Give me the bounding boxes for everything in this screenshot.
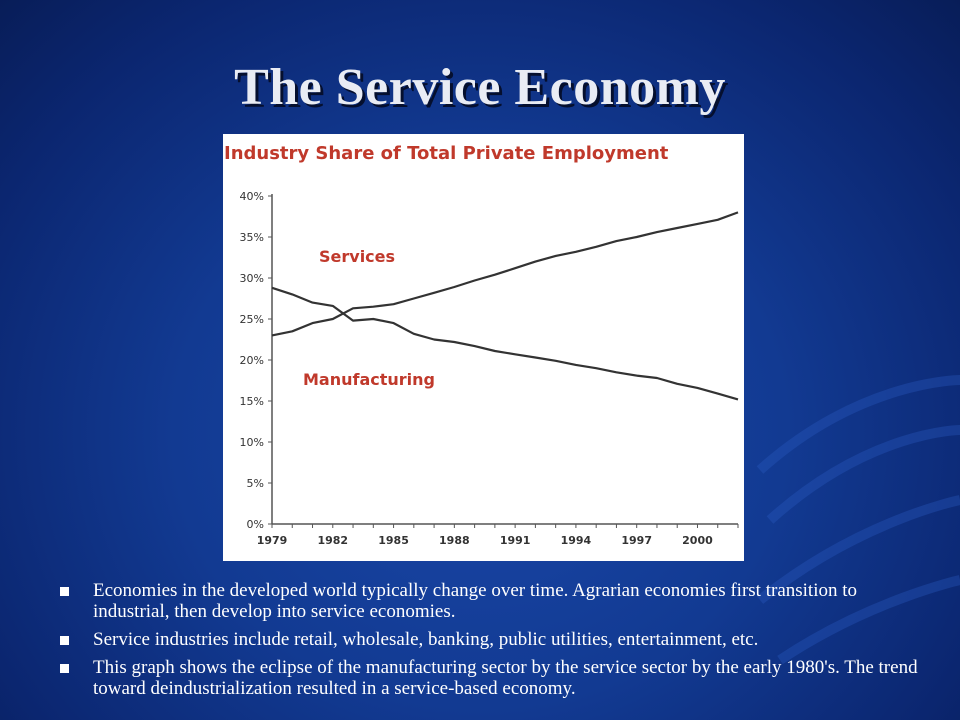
x-tick-label: 1991 [500,534,531,547]
bullet-item: Economies in the developed world typical… [56,580,936,622]
employment-line-chart: Industry Share of Total Private Employme… [224,143,739,547]
series-line-services [271,211,739,337]
y-tick-label: 0% [247,518,264,531]
y-tick-label: 30% [240,272,264,285]
x-tick-label: 1988 [439,534,470,547]
bullet-item: Service industries include retail, whole… [56,629,936,650]
chart-panel: Industry Share of Total Private Employme… [223,134,744,561]
y-tick-label: 15% [240,395,264,408]
series-label-manufacturing: Manufacturing [303,370,435,389]
y-tick-label: 10% [240,436,264,449]
y-tick-label: 5% [247,477,264,490]
square-bullet-icon [60,636,69,645]
y-tick-label: 40% [240,190,264,203]
x-tick-label: 1994 [561,534,592,547]
square-bullet-icon [60,664,69,673]
x-tick-label: 2000 [682,534,713,547]
y-tick-label: 35% [240,231,264,244]
bullet-list: Economies in the developed world typical… [56,580,936,706]
x-tick-label: 1985 [378,534,409,547]
square-bullet-icon [60,587,69,596]
y-tick-label: 20% [240,354,264,367]
y-tick-label: 25% [240,313,264,326]
series-line-manufacturing [271,286,739,401]
bullet-item: This graph shows the eclipse of the manu… [56,657,936,699]
slide-title: The Service Economy [234,59,726,116]
series-label-services: Services [319,247,395,266]
x-tick-label: 1979 [257,534,288,547]
x-tick-label: 1982 [317,534,348,547]
x-tick-label: 1997 [621,534,652,547]
chart-title: Industry Share of Total Private Employme… [224,143,669,164]
